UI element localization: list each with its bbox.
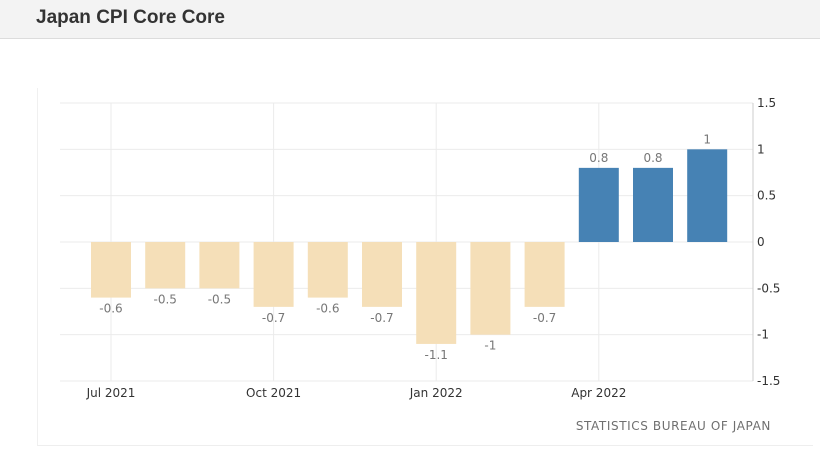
y-tick-label: -0.5 (757, 281, 780, 295)
header-bar: Japan CPI Core Core (0, 0, 820, 39)
bar[interactable] (470, 242, 511, 335)
source-credit: STATISTICS BUREAU OF JAPAN (575, 419, 771, 433)
bar[interactable] (578, 167, 619, 242)
axis-layer: 1.5 1 0.5 0 -0.5 -1 -1.5 Jul 2021 Oct 2021 Jan 20… (86, 96, 781, 400)
bar-value-label: -0.5 (208, 292, 231, 306)
bar[interactable] (687, 149, 728, 242)
page-title: Japan CPI Core Core (36, 7, 225, 28)
bar-value-label: -0.5 (153, 292, 176, 306)
x-tick-label: Jan 2022 (409, 386, 463, 400)
value-label-layer: -0.6 -0.5 -0.5 -0.7 -0.6 -0.7 -1.1 -1 -0.7 0.8 0.8… (99, 132, 711, 362)
bar-value-label: -0.7 (370, 311, 393, 325)
bar[interactable] (199, 242, 240, 289)
y-tick-label: 0.5 (757, 189, 776, 203)
bar-value-label: 1 (703, 132, 711, 146)
bar[interactable] (307, 242, 348, 298)
bar-value-label: 0.8 (589, 151, 608, 165)
y-tick-label: 1 (757, 142, 765, 156)
x-tick-label: Jul 2021 (86, 386, 136, 400)
y-tick-label: -1.5 (757, 374, 780, 388)
bar[interactable] (524, 242, 565, 307)
bar[interactable] (633, 167, 673, 242)
bar-value-label: -1.1 (424, 348, 447, 362)
bar-value-label: -0.6 (99, 302, 122, 316)
x-tick-label: Apr 2022 (571, 386, 626, 400)
chart-panel (37, 88, 813, 446)
x-tick-label: Oct 2021 (246, 386, 301, 400)
bar-value-label: -0.6 (316, 302, 339, 316)
bar[interactable] (91, 242, 131, 298)
bar-layer (91, 149, 728, 344)
bar-value-label: 0.8 (643, 151, 662, 165)
bar[interactable] (416, 242, 457, 344)
y-tick-label: 0 (757, 235, 765, 249)
bar[interactable] (362, 242, 402, 307)
bar-value-label: -0.7 (262, 311, 285, 325)
bar-value-label: -0.7 (533, 311, 556, 325)
bar-value-label: -1 (484, 339, 496, 353)
y-tick-label: -1 (757, 328, 769, 342)
bar[interactable] (145, 242, 186, 289)
y-tick-label: 1.5 (757, 96, 776, 110)
bar[interactable] (253, 242, 294, 307)
